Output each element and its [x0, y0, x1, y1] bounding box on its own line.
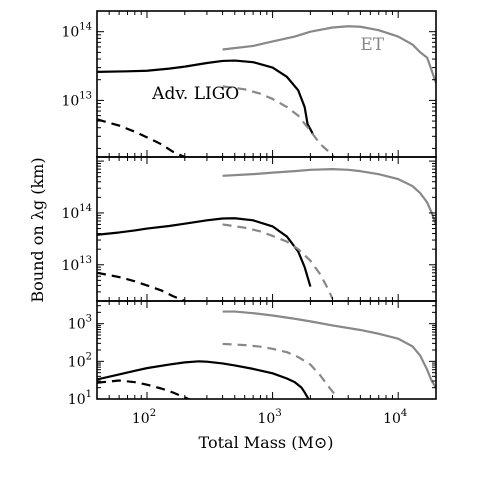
annotation-adv-ligo: Adv. LIGO [151, 84, 239, 104]
panel-bottom: 103 102 101 102 103 104 [68, 300, 437, 427]
series-line-gray-dashed [222, 342, 337, 397]
series-line-gray-solid [222, 25, 436, 84]
panel-middle: 1014 1013 [61, 156, 437, 302]
series-line-gray-solid [222, 168, 436, 226]
y-axis-label: Bound on λg (km) [28, 157, 47, 302]
series-line-black-solid [97, 59, 315, 135]
series-line-gray-dashed [222, 223, 334, 300]
annotation-et: ET [360, 35, 384, 55]
series-line-black-dashed [97, 271, 186, 301]
x-tick-label: 104 [383, 408, 407, 427]
y-tick-label: 1013 [61, 90, 92, 109]
series-line-gray-solid [222, 310, 436, 389]
y-tick-label: 1013 [61, 255, 92, 274]
series-line-black-dashed [97, 118, 186, 157]
panel-top: 1014 1013 Adv. LIGO ET [61, 10, 437, 158]
y-tick-label: 101 [68, 389, 92, 408]
series-line-gray-dashed [222, 85, 336, 157]
series-line-black-solid [97, 217, 312, 287]
x-tick-label: 102 [132, 408, 156, 427]
y-tick-label: 103 [68, 314, 92, 333]
y-tick-label: 1014 [61, 22, 92, 41]
series-line-black-dashed [97, 379, 192, 399]
x-axis-label: Total Mass (M⊙) [199, 433, 334, 452]
y-tick-label: 1014 [61, 203, 92, 222]
series-line-black-solid [97, 360, 310, 399]
y-tick-label: 102 [68, 351, 92, 370]
x-tick-label: 103 [257, 408, 281, 427]
